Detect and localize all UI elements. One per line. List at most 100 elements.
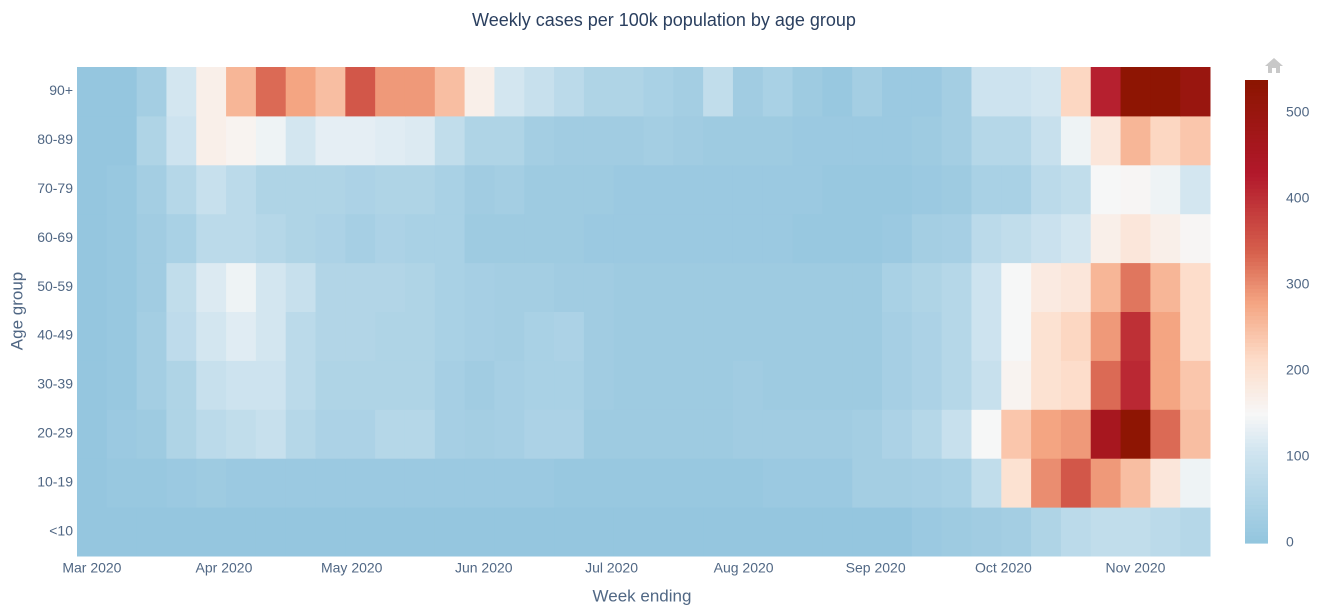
heatmap-cell [255,262,287,312]
heatmap-cell [1180,67,1211,117]
heatmap-cell [703,164,734,215]
heatmap-cell [643,458,674,508]
heatmap-cell [1180,507,1211,557]
y-tick-label: 40-49 [37,327,73,343]
heatmap-cell [1060,213,1092,264]
colorbar-segment [1245,126,1268,131]
heatmap-cell [971,115,1002,166]
colorbar-segment [1245,284,1268,289]
heatmap-cell [822,262,853,312]
heatmap-cell [673,67,704,117]
heatmap-cell [77,409,108,459]
colorbar-segment [1245,249,1268,255]
heatmap-cell [554,360,585,410]
heatmap-cell [255,311,287,361]
heatmap-cell [166,67,197,117]
heatmap-cell [285,115,317,166]
colorbar-segment [1245,477,1268,482]
heatmap-cell [226,164,257,215]
heatmap-cell [882,213,913,264]
colorbar-segment [1245,261,1268,266]
heatmap-cell [792,164,823,215]
colorbar-tick-label: 300 [1286,276,1310,292]
heatmap-cell [494,409,525,459]
heatmap-cell [375,262,406,312]
heatmap-cell [166,458,197,508]
colorbar-segment [1245,400,1268,405]
heatmap-cell [524,360,555,410]
heatmap-cell [941,458,972,508]
heatmap-cell [106,115,138,166]
heatmap-cell [136,115,167,166]
heatmap-cell [643,360,674,410]
heatmap-cell [941,311,972,361]
heatmap-cell [226,311,257,361]
heatmap-cell [524,311,555,361]
heatmap-cell [941,115,972,166]
heatmap-cell [643,164,674,215]
colorbar-segment [1245,296,1268,301]
heatmap-cell [822,458,853,508]
heatmap-cell [703,115,734,166]
colorbar-segment [1245,122,1268,127]
heatmap-cell [1060,458,1092,508]
colorbar-segment [1245,253,1268,259]
heatmap-cell [77,67,108,117]
heatmap-cell [882,311,913,361]
heatmap-cell [554,311,585,361]
heatmap-cell [822,409,853,459]
heatmap-cell [315,311,346,361]
heatmap-cell [285,213,317,264]
colorbar-segment [1245,195,1268,201]
heatmap-cell [285,311,317,361]
heatmap-cell [613,262,644,312]
heatmap-cell [583,262,615,312]
colorbar-segment [1245,323,1268,328]
heatmap-cell [613,507,644,557]
colorbar-segment [1245,438,1268,444]
heatmap-cell [703,67,734,117]
home-icon[interactable] [1265,58,1283,73]
heatmap-cell [196,409,227,459]
heatmap-cell [315,458,346,508]
heatmap-cell [732,311,764,361]
heatmap-cell [1001,409,1032,459]
home-icon-shape[interactable] [1265,58,1283,73]
heatmap-cell [643,115,674,166]
heatmap-cell [464,360,495,410]
heatmap-cell [852,458,883,508]
heatmap-cell [315,360,346,410]
heatmap-cell [434,115,466,166]
heatmap-cell [1150,67,1181,117]
heatmap-cell [106,213,138,264]
heatmap-cell [792,213,823,264]
heatmap-cell [1090,458,1122,508]
colorbar-segment [1245,87,1268,93]
x-tick-label: Jul 2020 [585,560,638,576]
colorbar-segment [1245,407,1268,413]
heatmap-cell [613,213,644,264]
heatmap-cell [1001,115,1032,166]
heatmap-cell [1031,458,1062,508]
heatmap-cell [971,213,1002,264]
heatmap-cell [583,507,615,557]
heatmap-cell [703,213,734,264]
colorbar-segment [1245,523,1268,529]
heatmap-cell [732,67,764,117]
heatmap-cell [882,262,913,312]
heatmap-cell [1060,262,1092,312]
heatmap-cell [643,507,674,557]
colorbar-segment [1245,199,1268,205]
heatmap-cell [762,458,794,508]
heatmap-cell [852,507,883,557]
heatmap-cell [494,262,525,312]
heatmap-cell [1031,409,1062,459]
heatmap-cell [226,213,257,264]
heatmap-cell [971,311,1002,361]
heatmap-cell [1060,507,1092,557]
heatmap-cell [255,164,287,215]
heatmap-cell [136,409,167,459]
heatmap-cell [166,507,197,557]
heatmap-cell [971,67,1002,117]
heatmap-cell [732,360,764,410]
